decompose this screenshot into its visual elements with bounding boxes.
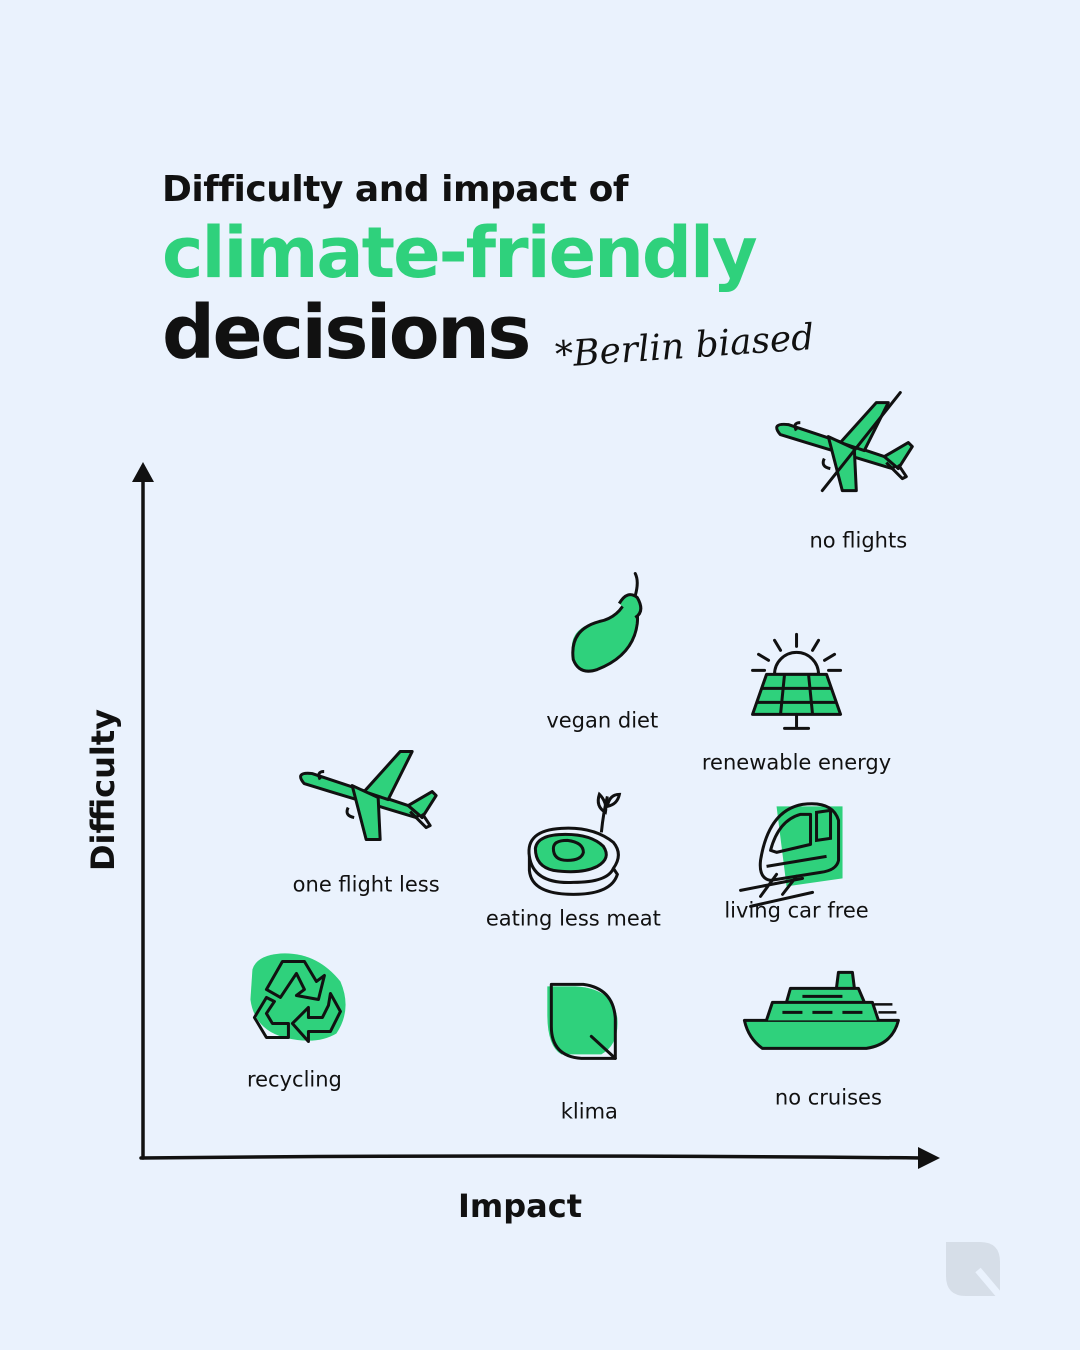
leaf-square-logo-icon — [946, 1242, 1000, 1296]
chart-point: one flight less — [293, 750, 440, 897]
chart-point: no flights — [775, 391, 914, 553]
point-label: vegan diet — [546, 709, 658, 733]
chart-point: renewable energy — [702, 632, 891, 774]
point-label: klima — [561, 1099, 618, 1123]
point-label: living car free — [724, 898, 868, 922]
chart-point: no cruises — [742, 970, 900, 1109]
point-label: no cruises — [775, 1085, 882, 1109]
chart-point: recycling — [247, 953, 346, 1091]
point-label: one flight less — [293, 873, 440, 897]
title-line-1: Difficulty and impact of — [162, 169, 629, 210]
cruise-ship-icon — [742, 970, 900, 1050]
chart-point: klima — [547, 982, 618, 1123]
marks: no flights vegan diet renewable energy o… — [247, 391, 914, 1123]
point-label: recycling — [247, 1067, 342, 1091]
chart-point: vegan diet — [546, 572, 658, 733]
x-axis-label: Impact — [458, 1187, 582, 1225]
solar-panel-icon — [751, 632, 843, 730]
title-block: Difficulty and impact of climate-friendl… — [162, 166, 815, 388]
train-icon — [739, 802, 843, 908]
recycle-icon — [250, 953, 346, 1043]
chart-point: living car free — [724, 802, 869, 922]
axes: Impact Difficulty — [84, 462, 940, 1225]
airplane-icon — [299, 750, 438, 842]
title-line-3-text: decisions — [162, 290, 531, 376]
y-axis-arrow — [132, 462, 154, 482]
title-line-3: decisions *Berlin biased — [162, 290, 815, 388]
y-axis-label: Difficulty — [84, 709, 122, 871]
x-axis-line — [139, 1154, 924, 1160]
steak-icon — [527, 791, 622, 896]
leaf-icon — [547, 982, 618, 1060]
x-axis-arrow — [918, 1147, 940, 1169]
crossed-airplane-icon — [775, 391, 914, 493]
point-label: renewable energy — [702, 750, 891, 774]
eggplant-icon — [571, 572, 643, 673]
title-line-2: climate-friendly — [162, 212, 758, 294]
point-label: eating less meat — [486, 906, 661, 930]
point-label: no flights — [809, 529, 907, 553]
chart-point: eating less meat — [486, 791, 661, 930]
